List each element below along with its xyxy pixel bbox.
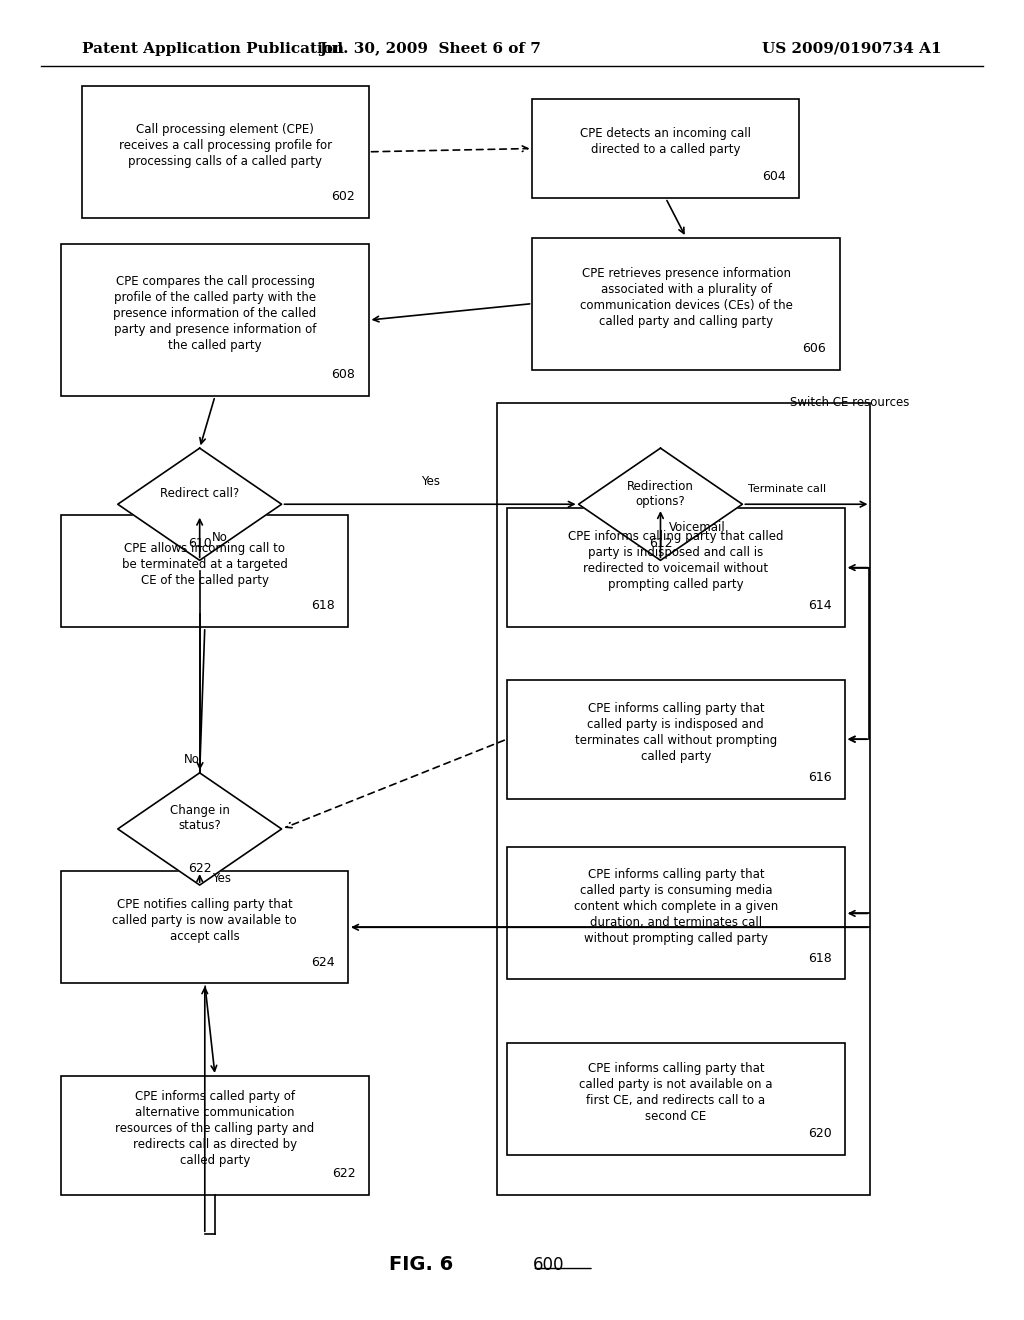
- Text: Change in
status?: Change in status?: [170, 804, 229, 833]
- Polygon shape: [579, 449, 742, 560]
- Bar: [532, 238, 840, 370]
- Text: 618: 618: [808, 952, 831, 965]
- Text: FIG. 6: FIG. 6: [389, 1255, 454, 1274]
- Text: Jul. 30, 2009  Sheet 6 of 7: Jul. 30, 2009 Sheet 6 of 7: [319, 42, 541, 55]
- Bar: [507, 1043, 845, 1155]
- Bar: [532, 99, 799, 198]
- Text: 622: 622: [332, 1167, 355, 1180]
- Text: Voicemail: Voicemail: [669, 521, 725, 535]
- Bar: [61, 871, 348, 983]
- Text: CPE informs calling party that called
party is indisposed and call is
redirected: CPE informs calling party that called pa…: [568, 531, 783, 591]
- Text: 608: 608: [332, 368, 355, 381]
- Text: 602: 602: [332, 190, 355, 203]
- Bar: [507, 508, 845, 627]
- Text: CPE retrieves presence information
associated with a plurality of
communication : CPE retrieves presence information assoc…: [580, 267, 793, 327]
- Text: Terminate call: Terminate call: [748, 483, 825, 494]
- Text: 610: 610: [187, 537, 212, 549]
- Bar: [82, 86, 369, 218]
- Polygon shape: [118, 449, 282, 560]
- Bar: [507, 680, 845, 799]
- Text: 612: 612: [648, 537, 673, 549]
- Text: 600: 600: [532, 1255, 564, 1274]
- Text: 604: 604: [762, 170, 785, 183]
- Text: CPE notifies calling party that
called party is now available to
accept calls: CPE notifies calling party that called p…: [113, 898, 297, 944]
- Text: 622: 622: [187, 862, 212, 874]
- Text: CPE informs called party of
alternative communication
resources of the calling p: CPE informs called party of alternative …: [116, 1090, 314, 1167]
- Text: No: No: [212, 531, 228, 544]
- Text: CPE informs calling party that
called party is indisposed and
terminates call wi: CPE informs calling party that called pa…: [574, 702, 777, 763]
- Text: CPE informs calling party that
called party is not available on a
first CE, and : CPE informs calling party that called pa…: [580, 1061, 772, 1123]
- Text: 616: 616: [808, 771, 831, 784]
- Polygon shape: [118, 774, 282, 884]
- Text: CPE informs calling party that
called party is consuming media
content which com: CPE informs calling party that called pa…: [573, 869, 778, 945]
- Text: US 2009/0190734 A1: US 2009/0190734 A1: [763, 42, 942, 55]
- Bar: [507, 847, 845, 979]
- Text: 614: 614: [808, 599, 831, 612]
- Text: Call processing element (CPE)
receives a call processing profile for
processing : Call processing element (CPE) receives a…: [119, 123, 332, 168]
- Text: Patent Application Publication: Patent Application Publication: [82, 42, 344, 55]
- Text: Switch CE resources: Switch CE resources: [791, 396, 909, 409]
- Text: Redirect call?: Redirect call?: [160, 487, 240, 500]
- Text: 620: 620: [808, 1127, 831, 1140]
- Text: Redirection
options?: Redirection options?: [627, 479, 694, 508]
- Text: CPE compares the call processing
profile of the called party with the
presence i: CPE compares the call processing profile…: [114, 275, 316, 352]
- Text: 618: 618: [311, 599, 335, 612]
- Bar: [61, 244, 369, 396]
- Text: 606: 606: [803, 342, 826, 355]
- Bar: [61, 515, 348, 627]
- Bar: [497, 403, 870, 1195]
- Text: CPE allows incoming call to
be terminated at a targeted
CE of the called party: CPE allows incoming call to be terminate…: [122, 541, 288, 587]
- Text: Yes: Yes: [421, 475, 439, 488]
- Bar: [61, 1076, 369, 1195]
- Text: 624: 624: [311, 956, 335, 969]
- Text: No: No: [183, 754, 200, 766]
- Text: CPE detects an incoming call
directed to a called party: CPE detects an incoming call directed to…: [581, 128, 751, 156]
- Text: Yes: Yes: [212, 871, 231, 884]
